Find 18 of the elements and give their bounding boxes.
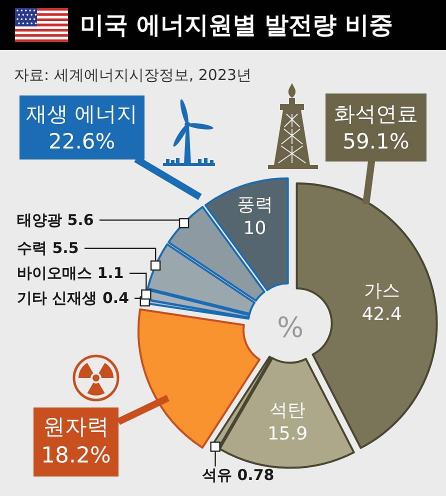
- data-label: 10: [243, 218, 266, 239]
- data-label: 15.9: [267, 424, 308, 445]
- text: 화석연료 59.1%: [334, 102, 418, 154]
- slice-label: 바이오매스 1.1: [17, 264, 124, 282]
- slice-label: 석탄: [269, 400, 306, 422]
- data-label: 18.2%: [41, 444, 111, 469]
- text: 재생 에너지 22.6%: [26, 102, 138, 154]
- data-label: 42.4: [362, 304, 402, 325]
- slice-label: 풍력: [236, 194, 273, 216]
- chart-title: 미국 에너지원별 발전량 비중: [80, 10, 394, 41]
- slice-label: 가스: [364, 280, 400, 302]
- slice-label: 석유 0.78: [202, 466, 274, 484]
- slice-label: 수력 5.5: [17, 239, 79, 257]
- slice-label: 기타 신재생 0.4: [17, 289, 130, 307]
- text: %: [277, 311, 304, 344]
- slice-label: 원자력: [42, 415, 109, 440]
- text: 자료: 세계에너지시장정보, 2023년: [14, 66, 252, 84]
- slice-label: 태양광 5.6: [17, 211, 94, 229]
